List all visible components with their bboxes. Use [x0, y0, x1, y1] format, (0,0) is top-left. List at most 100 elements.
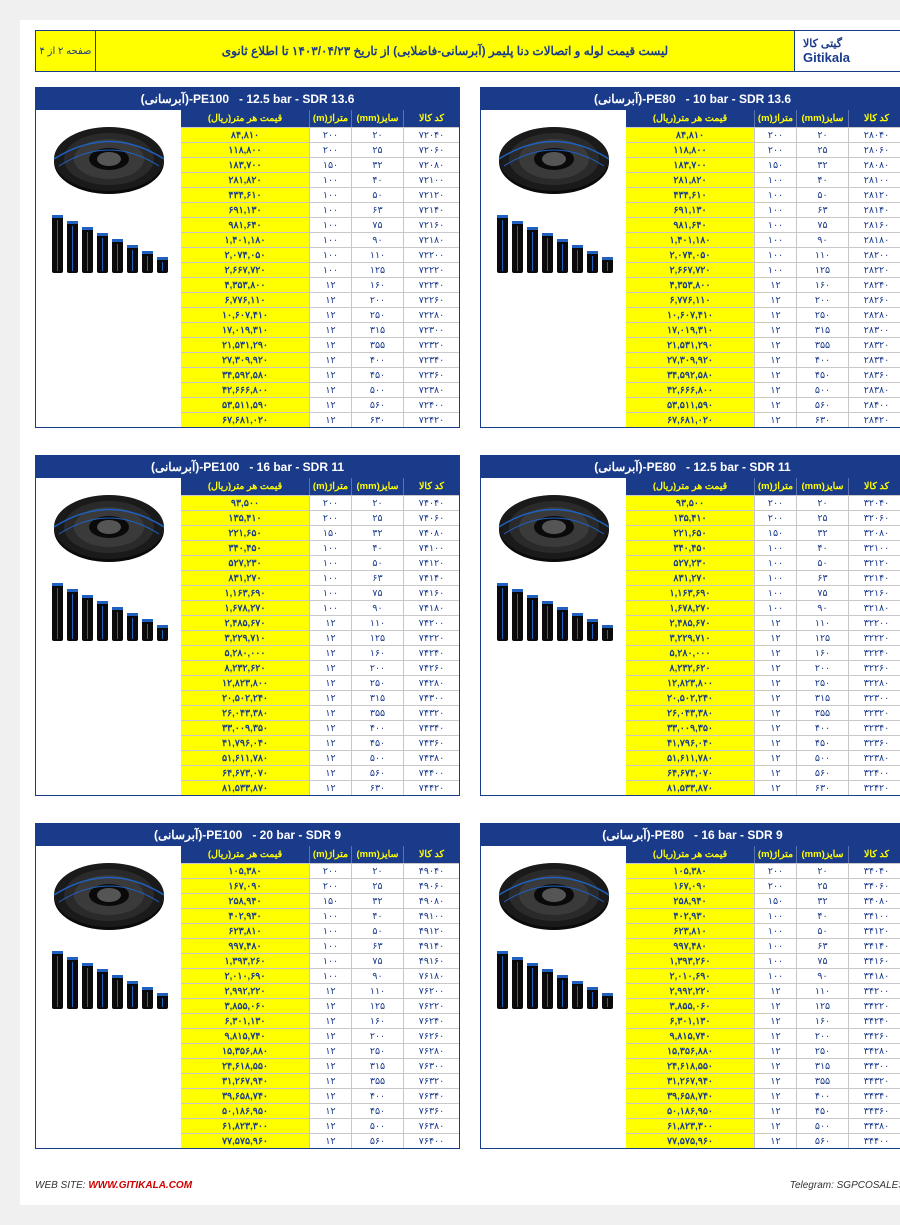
- cell-meter: ۲۰۰: [754, 496, 796, 510]
- table-row: ۷۲۰۶۰ ۲۵ ۲۰۰ ۱۱۸,۸۰۰: [181, 142, 459, 157]
- cell-size: ۵۰۰: [351, 751, 403, 765]
- table-row: ۳۴۲۴۰ ۱۶۰ ۱۲ ۶,۳۰۱,۱۳۰: [626, 1013, 900, 1028]
- cell-price: ۷۷,۵۷۵,۹۶۰: [181, 1134, 309, 1148]
- table-row: ۳۴۱۴۰ ۶۳ ۱۰۰ ۹۹۷,۴۸۰: [626, 938, 900, 953]
- cell-price: ۲,۰۱۰,۶۹۰: [626, 969, 754, 983]
- cell-size: ۲۵۰: [351, 308, 403, 322]
- cell-price: ۲,۴۸۵,۶۷۰: [626, 616, 754, 630]
- cell-code: ۷۲۱۰۰: [403, 173, 459, 187]
- cell-price: ۲۷,۳۰۹,۹۲۰: [181, 353, 309, 367]
- cell-size: ۳۲: [351, 158, 403, 172]
- cell-meter: ۱۲: [309, 984, 351, 998]
- cell-price: ۱,۴۰۱,۱۸۰: [181, 233, 309, 247]
- cell-size: ۵۰: [351, 556, 403, 570]
- cell-meter: ۱۲: [754, 1134, 796, 1148]
- cell-meter: ۱۰۰: [754, 939, 796, 953]
- cell-code: ۷۲۲۸۰: [403, 308, 459, 322]
- cell-price: ۱,۳۹۳,۲۶۰: [626, 954, 754, 968]
- table-row: ۳۲۲۶۰ ۲۰۰ ۱۲ ۸,۲۳۲,۶۲۰: [626, 660, 900, 675]
- cell-meter: ۱۰۰: [309, 173, 351, 187]
- cell-price: ۱,۴۰۱,۱۸۰: [626, 233, 754, 247]
- cell-size: ۵۶۰: [796, 1134, 848, 1148]
- cell-code: ۲۸۱۰۰: [848, 173, 900, 187]
- table-row: ۷۴۱۴۰ ۶۳ ۱۰۰ ۸۳۱,۲۷۰: [181, 570, 459, 585]
- cell-size: ۱۶۰: [351, 1014, 403, 1028]
- cell-meter: ۱۰۰: [754, 586, 796, 600]
- cell-price: ۸۴,۸۱۰: [626, 128, 754, 142]
- cell-size: ۲۰۰: [796, 293, 848, 307]
- table-row: ۳۴۲۲۰ ۱۲۵ ۱۲ ۳,۸۵۵,۰۶۰: [626, 998, 900, 1013]
- cell-price: ۹۳,۵۰۰: [181, 496, 309, 510]
- cell-meter: ۱۲: [754, 706, 796, 720]
- table-header-row: کد کالا سایز(mm) متراژ(m) قیمت هر متر(ری…: [626, 478, 900, 495]
- cell-size: ۶۳: [796, 203, 848, 217]
- cell-price: ۲۴,۶۱۸,۵۵۰: [626, 1059, 754, 1073]
- cell-price: ۴۱,۷۹۶,۰۴۰: [181, 736, 309, 750]
- cell-code: ۷۴۲۰۰: [403, 616, 459, 630]
- table-row: ۷۲۴۰۰ ۵۶۰ ۱۲ ۵۳,۵۱۱,۵۹۰: [181, 397, 459, 412]
- table-row: ۷۴۰۶۰ ۲۵ ۲۰۰ ۱۳۵,۴۱۰: [181, 510, 459, 525]
- cell-code: ۲۸۲۲۰: [848, 263, 900, 277]
- cell-meter: ۱۰۰: [309, 939, 351, 953]
- table-row: ۳۴۳۸۰ ۵۰۰ ۱۲ ۶۱,۸۲۳,۳۰۰: [626, 1118, 900, 1133]
- cell-size: ۵۰: [351, 188, 403, 202]
- table-row: ۷۲۰۸۰ ۳۲ ۱۵۰ ۱۸۳,۷۰۰: [181, 157, 459, 172]
- table-row: ۳۲۴۰۰ ۵۶۰ ۱۲ ۶۴,۶۷۳,۰۷۰: [626, 765, 900, 780]
- cell-price: ۸۱,۵۳۳,۸۷۰: [181, 781, 309, 795]
- cell-code: ۷۴۲۴۰: [403, 646, 459, 660]
- table-row: ۷۴۱۸۰ ۹۰ ۱۰۰ ۱,۶۷۸,۲۷۰: [181, 600, 459, 615]
- cell-price: ۶,۷۷۶,۱۱۰: [626, 293, 754, 307]
- cell-code: ۷۴۲۸۰: [403, 676, 459, 690]
- table-row: ۷۴۲۰۰ ۱۱۰ ۱۲ ۲,۴۸۵,۶۷۰: [181, 615, 459, 630]
- table-row: ۳۴۰۴۰ ۲۰ ۲۰۰ ۱۰۵,۳۸۰: [626, 863, 900, 878]
- cell-code: ۷۶۳۸۰: [403, 1119, 459, 1133]
- table-row: ۷۶۳۴۰ ۴۰۰ ۱۲ ۳۹,۶۵۸,۷۴۰: [181, 1088, 459, 1103]
- cell-meter: ۱۲: [309, 1074, 351, 1088]
- cell-code: ۳۲۲۰۰: [848, 616, 900, 630]
- cell-code: ۷۲۰۴۰: [403, 128, 459, 142]
- cell-meter: ۱۵۰: [754, 526, 796, 540]
- table-row: ۳۴۳۴۰ ۴۰۰ ۱۲ ۳۹,۶۵۸,۷۴۰: [626, 1088, 900, 1103]
- cell-meter: ۱۰۰: [309, 571, 351, 585]
- cell-meter: ۱۲: [309, 736, 351, 750]
- cell-price: ۸۴,۸۱۰: [181, 128, 309, 142]
- cell-code: ۷۶۲۲۰: [403, 999, 459, 1013]
- price-table-2: (آبرسانی)-PE100 - 16 bar - SDR 11: [35, 455, 460, 796]
- cell-code: ۲۸۱۸۰: [848, 233, 900, 247]
- cell-code: ۳۲۱۶۰: [848, 586, 900, 600]
- cell-meter: ۱۲: [309, 278, 351, 292]
- cell-meter: ۱۰۰: [309, 909, 351, 923]
- table-header-row: کد کالا سایز(mm) متراژ(m) قیمت هر متر(ری…: [181, 846, 459, 863]
- cell-size: ۶۳: [351, 203, 403, 217]
- cell-price: ۱۰,۶۰۷,۴۱۰: [626, 308, 754, 322]
- cell-price: ۱۰۵,۳۸۰: [181, 864, 309, 878]
- cell-price: ۹۸۱,۶۴۰: [181, 218, 309, 232]
- cell-size: ۹۰: [351, 233, 403, 247]
- table-row: ۷۲۲۸۰ ۲۵۰ ۱۲ ۱۰,۶۰۷,۴۱۰: [181, 307, 459, 322]
- cell-price: ۴۳۴,۶۱۰: [626, 188, 754, 202]
- cell-meter: ۱۲: [754, 766, 796, 780]
- cell-meter: ۱۲: [754, 368, 796, 382]
- table-row: ۲۸۴۲۰ ۶۳۰ ۱۲ ۶۷,۶۸۱,۰۲۰: [626, 412, 900, 427]
- cell-price: ۴۰۲,۹۳۰: [181, 909, 309, 923]
- cell-size: ۹۰: [796, 233, 848, 247]
- cell-price: ۶۴,۶۷۳,۰۷۰: [181, 766, 309, 780]
- cell-code: ۲۸۴۲۰: [848, 413, 900, 427]
- cell-size: ۲۵: [796, 511, 848, 525]
- cell-size: ۶۳۰: [796, 413, 848, 427]
- cell-meter: ۱۲: [309, 1104, 351, 1118]
- cell-meter: ۲۰۰: [754, 879, 796, 893]
- cell-meter: ۱۰۰: [309, 954, 351, 968]
- cell-size: ۲۰: [351, 496, 403, 510]
- table-row: ۷۴۳۰۰ ۳۱۵ ۱۲ ۲۰,۵۰۲,۲۴۰: [181, 690, 459, 705]
- cell-code: ۳۴۲۰۰: [848, 984, 900, 998]
- cell-code: ۳۴۱۴۰: [848, 939, 900, 953]
- cell-code: ۴۹۰۴۰: [403, 864, 459, 878]
- cell-price: ۱۸۳,۷۰۰: [181, 158, 309, 172]
- hdr-size: سایز(mm): [351, 846, 403, 863]
- tables-content: (آبرسانی)-PE100 - 12.5 bar - SDR 13.6: [35, 87, 900, 1164]
- table-row: ۲۸۳۲۰ ۳۵۵ ۱۲ ۲۱,۵۳۱,۲۹۰: [626, 337, 900, 352]
- cell-meter: ۱۰۰: [309, 969, 351, 983]
- cell-meter: ۱۲: [754, 661, 796, 675]
- table-row: ۷۴۳۶۰ ۴۵۰ ۱۲ ۴۱,۷۹۶,۰۴۰: [181, 735, 459, 750]
